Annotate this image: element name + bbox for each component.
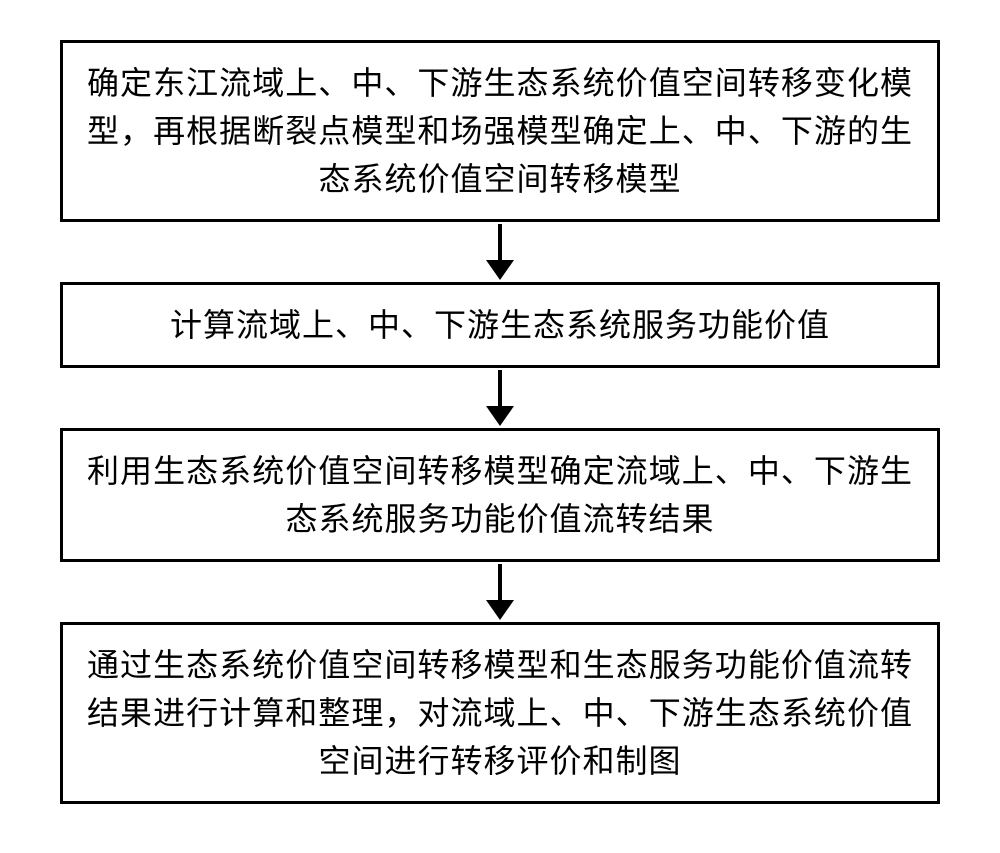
flow-box-text: 确定东江流域上、中、下游生态系统价值空间转移变化模型，再根据断裂点模型和场强模型… <box>87 59 913 203</box>
flow-box-step2: 计算流域上、中、下游生态系统服务功能价值 <box>60 282 940 368</box>
arrow-head-icon <box>486 406 514 426</box>
flow-box-step3: 利用生态系统价值空间转移模型确定流域上、中、下游生态系统服务功能价值流转结果 <box>60 428 940 562</box>
flow-box-text: 通过生态系统价值空间转移模型和生态服务功能价值流转结果进行计算和整理，对流域上、… <box>87 641 913 785</box>
arrow-shaft <box>498 224 502 262</box>
flow-box-step4: 通过生态系统价值空间转移模型和生态服务功能价值流转结果进行计算和整理，对流域上、… <box>60 622 940 804</box>
arrow-head-icon <box>486 260 514 280</box>
arrow-shaft <box>498 370 502 408</box>
flow-box-text: 利用生态系统价值空间转移模型确定流域上、中、下游生态系统服务功能价值流转结果 <box>87 447 913 543</box>
flow-arrow <box>486 368 514 428</box>
flow-arrow <box>486 562 514 622</box>
flow-box-step1: 确定东江流域上、中、下游生态系统价值空间转移变化模型，再根据断裂点模型和场强模型… <box>60 40 940 222</box>
flow-box-text: 计算流域上、中、下游生态系统服务功能价值 <box>170 301 830 349</box>
arrow-shaft <box>498 564 502 602</box>
arrow-head-icon <box>486 600 514 620</box>
flowchart-container: 确定东江流域上、中、下游生态系统价值空间转移变化模型，再根据断裂点模型和场强模型… <box>50 40 950 804</box>
flow-arrow <box>486 222 514 282</box>
